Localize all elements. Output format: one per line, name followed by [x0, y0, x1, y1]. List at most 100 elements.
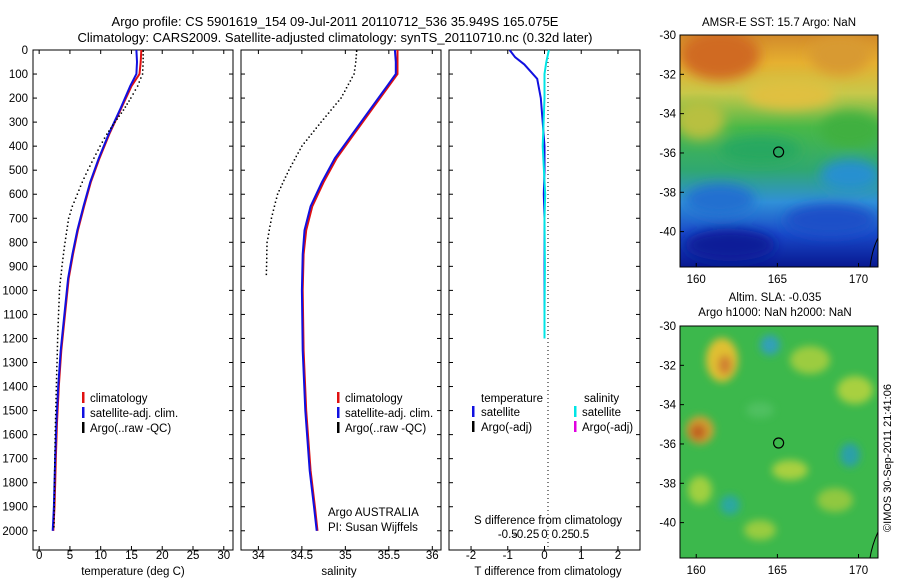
difference-x-label: T difference from climatology: [474, 566, 621, 578]
argo-data-point: [53, 526, 55, 528]
argo-data-point: [124, 106, 127, 108]
argo-data-point: [108, 130, 110, 132]
argo-data-point: [57, 321, 59, 324]
argo-data-point: [55, 385, 58, 388]
s-tick-label: 0.5: [573, 529, 589, 541]
argo-data-point: [272, 209, 275, 211]
salinity-legend-label: climatology: [345, 393, 403, 405]
salinity-annotation-line2: PI: Susan Wijffels: [328, 522, 418, 534]
argo-data-point: [95, 153, 97, 155]
difference-y-ticks: [449, 49, 640, 532]
lat-tick-label: -32: [659, 360, 676, 372]
x-tick-label: 0: [541, 550, 547, 562]
argo-data-point: [142, 50, 144, 52]
y-tick-label: 300: [9, 117, 28, 129]
argo-data-point: [85, 173, 87, 175]
argo-data-point: [140, 77, 142, 79]
argo-data-point: [355, 61, 357, 63]
argo-data-point: [53, 514, 55, 516]
legend-swatch-climatology: [82, 392, 85, 403]
x-tick-label: 15: [125, 550, 138, 562]
argo-data-point: [340, 97, 342, 99]
salinity-series: [265, 49, 399, 531]
argo-data-point: [281, 183, 284, 185]
argo-data-point: [344, 90, 346, 92]
lon-tick-label: 160: [687, 565, 706, 577]
argo-data-point: [55, 393, 57, 396]
argo-data-point: [103, 137, 106, 139]
legend-swatch-argo: [337, 422, 340, 433]
argo-data-point: [54, 433, 56, 436]
argo-data-point: [56, 365, 58, 368]
argo-data-point: [355, 54, 358, 56]
x-tick-label: 36: [426, 550, 439, 562]
argo-data-point: [59, 281, 61, 284]
argo-data-point: [58, 297, 60, 300]
argo-data-point: [67, 217, 70, 219]
argo-data-point: [83, 177, 85, 179]
argo-data-point: [332, 106, 335, 108]
lat-tick-label: -30: [659, 321, 676, 333]
y-tick-label: 1400: [2, 382, 28, 394]
argo-data-point: [67, 221, 69, 223]
temperature-x-label: temperature (deg C): [81, 566, 185, 578]
y-tick-label: 600: [9, 189, 28, 201]
argo-data-point: [270, 221, 272, 223]
argo-data-point: [353, 73, 355, 75]
argo-data-point: [132, 93, 134, 95]
temperature-x-ticks: 0 5 10 15 20 25 30: [36, 50, 230, 562]
argo-data-point: [54, 413, 57, 416]
salinity-axes-box: [240, 49, 442, 551]
argo-data-point: [116, 118, 118, 120]
legend-swatch-climatology: [337, 392, 340, 403]
sla-heatmap: [680, 326, 878, 558]
difference-legend-label: satellite: [582, 407, 621, 419]
argo-data-point: [289, 166, 292, 168]
figure-title-line1: Argo profile: CS 5901619_154 09-Jul-2011…: [112, 14, 559, 29]
argo-data-point: [354, 65, 356, 67]
argo-data-point: [276, 193, 279, 195]
argo-data-point: [62, 257, 64, 260]
y-tick-label: 1300: [2, 358, 28, 370]
argo-data-point: [59, 277, 62, 280]
argo-data-point: [99, 145, 101, 147]
argo-data-point: [55, 373, 58, 376]
argo-data-point: [97, 149, 99, 151]
argo-data-point: [266, 241, 268, 244]
argo-data-point: [54, 437, 56, 440]
lat-tick-label: -38: [659, 187, 676, 199]
salinity-y-ticks: [241, 49, 441, 532]
argo-data-point: [53, 502, 55, 504]
salinity-legend-label: Argo(..raw -QC): [345, 423, 426, 435]
temperature-legend: climatology satellite-adj. clim. Argo(..…: [82, 392, 178, 435]
salinity-annotation-line1: Argo AUSTRALIA: [328, 507, 419, 519]
argo-data-point: [54, 449, 56, 452]
argo-data-point: [355, 57, 357, 60]
argo-data-point: [355, 50, 358, 52]
argo-data-point: [142, 69, 144, 71]
argo-data-point: [295, 155, 297, 158]
y-tick-label: 0: [22, 45, 28, 57]
y-tick-label: 200: [9, 93, 28, 105]
lon-tick-label: 165: [768, 274, 787, 286]
argo-data-point: [55, 377, 58, 380]
argo-data-point: [54, 461, 56, 464]
s-tick-label: -0.5: [498, 529, 518, 541]
argo-data-point: [55, 405, 57, 408]
legend-title-salinity: salinity: [584, 393, 619, 405]
argo-data-point: [53, 469, 56, 472]
argo-data-point: [266, 245, 268, 248]
argo-data-point: [270, 217, 273, 219]
argo-data-point: [303, 142, 305, 144]
figure-title-line2: Climatology: CARS2009. Satellite-adjuste…: [78, 30, 593, 45]
argo-data-point: [320, 121, 322, 123]
argo-data-point: [286, 172, 288, 175]
argo-data-point: [74, 197, 77, 199]
argo-data-point: [110, 127, 112, 129]
argo-data-point: [54, 445, 56, 448]
argo-data-point: [56, 337, 59, 340]
argo-data-point: [54, 421, 57, 424]
argo-data-point: [58, 289, 61, 292]
argo-data-point: [56, 361, 58, 364]
